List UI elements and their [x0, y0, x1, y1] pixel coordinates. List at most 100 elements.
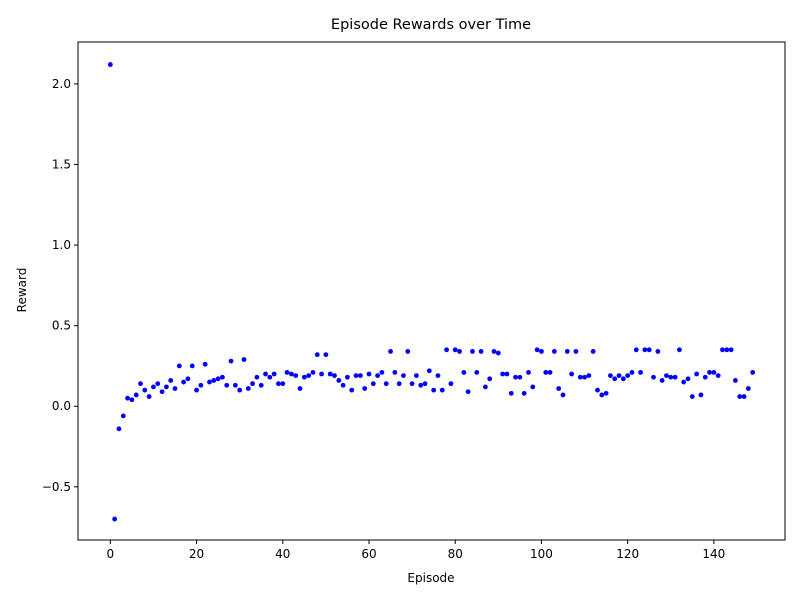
- data-point: [418, 382, 424, 388]
- data-point: [241, 357, 247, 362]
- data-point: [560, 392, 566, 398]
- data-point: [340, 382, 346, 388]
- data-point: [323, 352, 329, 358]
- data-point: [155, 381, 161, 387]
- data-point: [672, 374, 678, 380]
- data-point: [176, 363, 182, 369]
- data-point: [314, 352, 320, 358]
- data-point: [189, 363, 195, 369]
- data-point: [288, 371, 294, 377]
- data-point: [457, 349, 462, 354]
- data-point: [465, 389, 471, 395]
- data-point: [353, 373, 359, 379]
- data-point: [590, 349, 596, 354]
- data-point: [327, 371, 333, 377]
- data-point: [702, 374, 708, 380]
- data-point: [526, 369, 531, 375]
- data-point: [133, 392, 139, 398]
- x-tick-label: 40: [275, 547, 290, 561]
- data-point: [629, 369, 635, 375]
- y-axis-title: Reward: [15, 268, 29, 313]
- data-point: [668, 374, 674, 380]
- data-point: [245, 386, 251, 391]
- data-point: [224, 382, 230, 388]
- data-point: [276, 381, 281, 387]
- data-point: [284, 369, 290, 375]
- data-point: [642, 347, 648, 353]
- data-point: [728, 347, 734, 353]
- data-point: [159, 389, 165, 395]
- data-point: [396, 381, 402, 387]
- data-point: [569, 371, 575, 377]
- data-point: [297, 386, 303, 391]
- y-tick-label: 2.0: [52, 77, 71, 91]
- data-point: [301, 374, 307, 380]
- plot-frame: [77, 41, 786, 541]
- data-point: [310, 369, 316, 375]
- data-point: [258, 382, 264, 388]
- data-point: [750, 369, 756, 375]
- data-point: [426, 368, 432, 374]
- data-point: [250, 381, 255, 387]
- data-point: [345, 374, 350, 380]
- data-point: [715, 373, 721, 379]
- data-point: [500, 371, 506, 377]
- data-point: [142, 387, 148, 393]
- data-point: [151, 384, 156, 390]
- data-point: [237, 387, 243, 393]
- x-tick-label: 140: [702, 547, 725, 561]
- data-point: [517, 374, 523, 380]
- data-point: [194, 387, 199, 393]
- data-point: [724, 347, 730, 353]
- data-point: [651, 374, 656, 380]
- data-point: [366, 371, 372, 377]
- x-tick-label: 20: [189, 547, 204, 561]
- plot-area: [107, 62, 756, 522]
- data-point: [737, 394, 743, 399]
- data-point: [254, 374, 260, 380]
- data-point: [616, 373, 622, 379]
- data-point: [603, 390, 609, 396]
- data-point: [112, 516, 118, 522]
- data-point: [595, 387, 600, 393]
- data-point: [431, 387, 437, 393]
- data-point: [448, 381, 454, 387]
- data-point: [168, 378, 174, 383]
- chart-title: Episode Rewards over Time: [331, 17, 531, 33]
- y-tick-label: 0.0: [52, 399, 71, 413]
- data-point: [215, 376, 221, 382]
- data-point: [608, 373, 613, 379]
- data-point: [513, 374, 518, 380]
- data-point: [228, 358, 234, 364]
- data-point: [280, 381, 286, 387]
- data-point: [185, 376, 191, 382]
- data-point: [556, 386, 562, 391]
- data-point: [573, 349, 579, 354]
- x-tick-label: 0: [107, 547, 115, 561]
- data-point: [504, 371, 510, 377]
- data-point: [599, 392, 605, 398]
- data-point: [422, 381, 428, 387]
- data-point: [332, 373, 337, 379]
- data-point: [357, 373, 363, 379]
- data-point: [681, 379, 687, 385]
- data-point: [435, 373, 441, 379]
- data-point: [586, 373, 592, 379]
- x-axis-title: Episode: [407, 571, 454, 585]
- data-point: [319, 371, 324, 377]
- data-point: [271, 371, 277, 377]
- y-axis: −0.5 0.0 0.5 1.0 1.5 2.0: [42, 77, 78, 494]
- data-point: [551, 349, 557, 354]
- y-tick-label: −0.5: [42, 480, 71, 494]
- data-point: [181, 379, 187, 385]
- data-point: [707, 369, 712, 375]
- data-point: [220, 374, 225, 380]
- data-point: [685, 376, 691, 382]
- data-point: [461, 369, 467, 375]
- data-point: [612, 376, 618, 382]
- data-point: [452, 347, 458, 353]
- data-point: [530, 384, 536, 390]
- x-tick-label: 120: [616, 547, 639, 561]
- data-point: [172, 386, 178, 391]
